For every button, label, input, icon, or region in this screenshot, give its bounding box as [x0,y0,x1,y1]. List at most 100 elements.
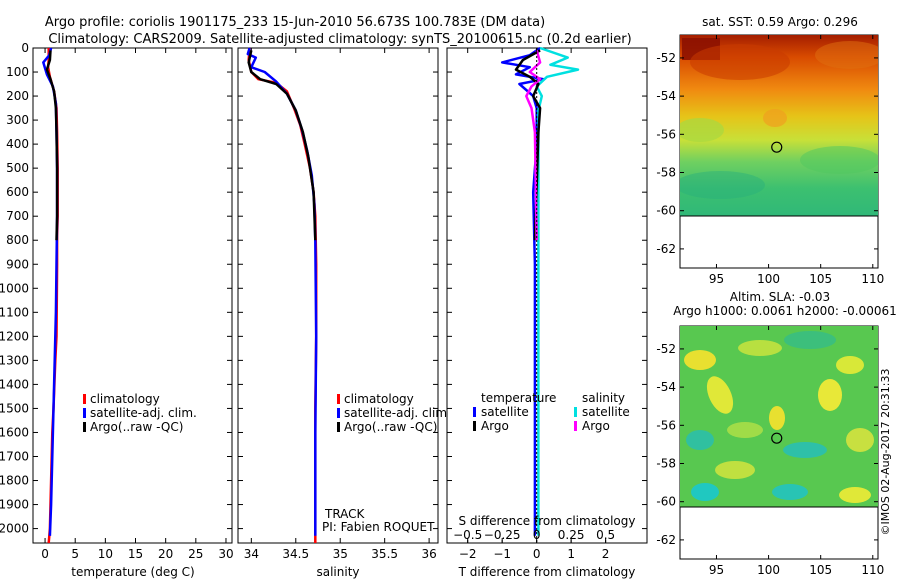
lat-tick-label: -52 [656,342,676,356]
sla-blob [738,340,782,356]
depth-tick-label: 1300 [0,353,29,367]
legend-swatch-temperature-argo [473,421,476,431]
sla-heatmap [680,326,878,507]
sla-blob [783,442,827,458]
sla-blob [769,406,785,430]
lat-tick-label: -52 [656,51,676,65]
sla-blob [836,356,864,374]
depth-tick-label: 300 [6,113,29,127]
x-tick-label: 35 [333,547,348,561]
lon-tick-label: 110 [861,272,884,286]
legend-label-argo: Argo(..raw -QC) [344,420,437,434]
temperature-plot-frame [32,47,233,544]
x-tick-label: 0 [533,547,541,561]
sst-warm-patch [690,44,790,80]
depth-tick-label: 900 [6,257,29,271]
lat-tick-label: -60 [656,204,676,218]
depth-tick-label: 1400 [0,377,29,391]
depth-tick-label: 1600 [0,425,29,439]
sst-cool-patch [680,118,724,142]
legend-label-argo: Argo(..raw -QC) [90,420,183,434]
sla-map-subtitle: Argo h1000: 0.0061 h2000: -0.00061 [673,304,896,318]
sla-blob [846,428,874,452]
lat-tick-label: -60 [656,495,676,509]
sst-warm-patch [763,109,787,127]
depth-tick-label: 500 [6,161,29,175]
argo-float-marker [771,432,783,444]
legend-label-climatology: climatology [90,392,160,406]
x-tick-label: −2 [459,547,477,561]
depth-tick-label: 800 [6,233,29,247]
sla-blob [727,422,763,438]
legend-swatch-satellite-adj [337,408,340,418]
x-tick-label: 35.5 [371,547,398,561]
depth-tick-label: 200 [6,89,29,103]
legend-salinity-title: salinity [582,391,625,405]
legend-swatch-satellite-adj [83,408,86,418]
difference-plot-frame [446,47,648,544]
lon-tick-label: 110 [861,563,884,577]
lon-tick-label: 100 [757,563,780,577]
figure-title-line2: Climatology: CARS2009. Satellite-adjuste… [48,32,631,47]
legend-swatch-argo [337,422,340,432]
series-line-temperature-argo [514,49,542,241]
depth-tick-label: 400 [6,137,29,151]
depth-tick-label: 0 [21,41,29,55]
depth-tick-label: 1000 [0,281,29,295]
depth-tick-label: 1700 [0,449,29,463]
x-tick-label: 34 [244,547,259,561]
difference-legend: temperature satellite Argo salinity sate… [473,391,630,433]
salinity-plot-frame [237,47,439,544]
legend-label-temperature-argo: Argo [481,419,509,433]
legend-label-temperature-satellite: satellite [481,405,529,419]
sst-map-title: sat. SST: 0.59 Argo: 0.296 [702,15,858,29]
x-tick-label: 34.5 [282,547,309,561]
sla-blob [772,484,808,500]
legend-label-salinity-argo: Argo [582,419,610,433]
top-x-tick-label: 0 [533,528,541,542]
lon-tick-label: 100 [757,272,780,286]
sst-cool-patch [800,146,878,174]
lat-tick-label: -62 [656,533,676,547]
sst-map-panel: sat. SST: 0.59 Argo: 0.296 -52 -54 -56 -58 -… [656,15,884,286]
lat-tick-label: -62 [656,242,676,256]
lat-tick-label: -58 [656,166,676,180]
argo-float-marker [771,141,783,153]
legend-label-salinity-satellite: satellite [582,405,630,419]
lat-tick-label: -58 [656,457,676,471]
imos-timestamp: ©IMOS 02-Aug-2017 20:31:33 [879,369,892,536]
track-annotation: TRACK [324,507,366,521]
temperature-xlabel: temperature (deg C) [71,565,194,579]
legend-label-satellite-adj: satellite-adj. clim. [90,406,197,420]
lat-tick-label: -54 [656,89,676,103]
lat-tick-label: -56 [656,127,676,141]
x-tick-label: −1 [493,547,511,561]
depth-tick-label: 1500 [0,401,29,415]
sla-blob [715,461,755,479]
salinity-xlabel: salinity [316,565,359,579]
depth-tick-label: 100 [6,65,29,79]
x-tick-label: 2 [602,547,610,561]
lon-tick-label: 105 [809,272,832,286]
legend-label-satellite-adj: satellite-adj. clim. [344,406,451,420]
x-tick-label: 30 [218,547,233,561]
legend-swatch-salinity-argo [574,421,577,431]
top-x-tick-label: −0.25 [484,528,521,542]
depth-tick-label: 600 [6,185,29,199]
series-line-argo-raw-qc- [247,50,317,241]
lon-tick-label: 95 [709,563,724,577]
legend-swatch-climatology [337,394,340,404]
lon-tick-label: 95 [709,272,724,286]
x-tick-label: 0 [41,547,49,561]
sst-heatmap [680,35,878,216]
legend-swatch-climatology [83,394,86,404]
depth-tick-label: 1100 [0,305,29,319]
lat-tick-label: -56 [656,418,676,432]
sst-cool-patch [680,171,765,199]
top-x-tick-label: −0.5 [453,528,482,542]
x-tick-label: 5 [71,547,79,561]
sla-blob [784,331,836,349]
sla-map-title: Altim. SLA: -0.03 [730,290,830,304]
legend-swatch-temperature-satellite [473,407,476,417]
